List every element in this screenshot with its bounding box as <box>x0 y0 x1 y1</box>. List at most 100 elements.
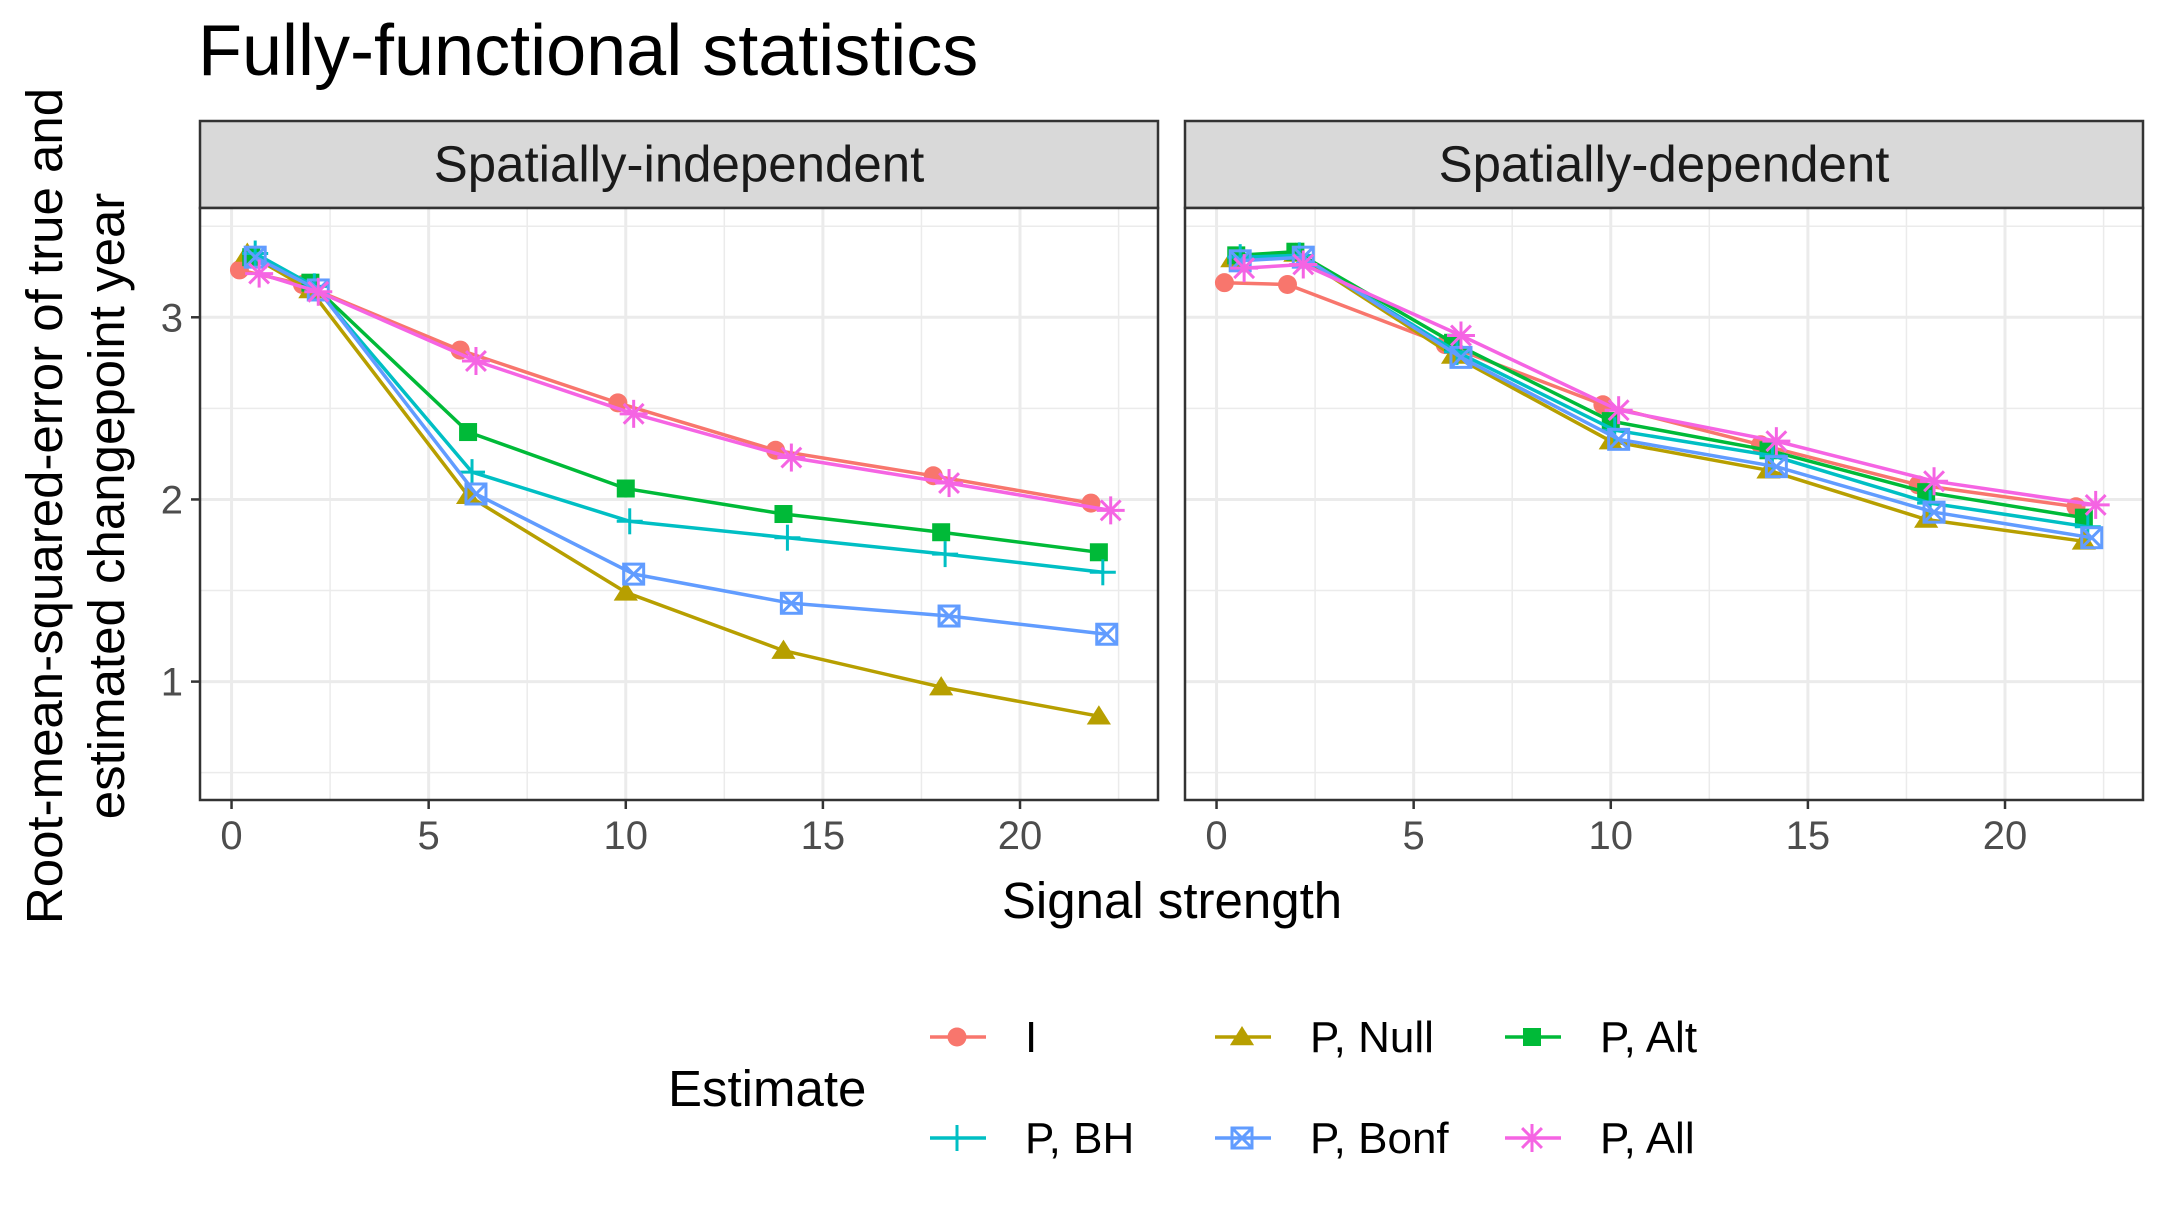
legend-item-p-null: P, Null <box>1215 1013 1434 1062</box>
legend-item-i-marker <box>947 1027 967 1047</box>
panel-spatially-dependent-series-p-all-point-6 <box>2081 490 2110 519</box>
panel-spatially-dependent-series-p-bonf-point-4-diag-b <box>1765 455 1788 478</box>
legend-item-p-all-marker-spoke-3 <box>1521 1127 1543 1149</box>
panel-spatially-independent-series-p-null-point-5 <box>929 676 954 696</box>
panel-spatially-independent-series-p-bonf-point-0-diag-b <box>244 246 267 269</box>
panel-spatially-dependent-series-p-bonf-point-3 <box>1607 427 1631 451</box>
x-axis-label: Signal strength <box>1002 872 1342 929</box>
panel-spatially-dependent-series-p-all-point-3-spoke-3 <box>1607 399 1630 422</box>
panel-spatially-dependent-series-p-null-point-3 <box>1598 430 1623 450</box>
panel-spatially-dependent-series-p-bonf-point-4 <box>1764 455 1788 479</box>
y-axis-label-line-1: Root-mean-squared-error of true and <box>16 88 73 924</box>
panel-spatially-independent-series-p-all-point-3-spoke-3 <box>622 402 645 425</box>
panel-spatially-independent-series-p-bh-point-2 <box>459 459 486 486</box>
panel-spatially-independent-series-p-all-point-0 <box>245 259 274 288</box>
panel-spatially-independent-series-p-bonf-point-5 <box>937 604 961 628</box>
panel-spatially-independent-x-tick-label-15: 15 <box>801 814 846 858</box>
panel-spatially-dependent-series-p-all-point-0-spoke-3 <box>1233 257 1256 280</box>
legend-item-p-all-label: P, All <box>1600 1114 1695 1163</box>
panel-spatially-dependent-x-tick-label-0: 0 <box>1205 814 1227 858</box>
legend-item-p-all-marker <box>1518 1124 1546 1152</box>
panel-spatially-independent-series-p-null-point-2 <box>455 484 481 505</box>
panel-spatially-independent-series-p-alt-point-3 <box>616 479 635 498</box>
panel-spatially-independent-series-p-all-point-1-spoke-3 <box>307 280 330 303</box>
panel-spatially-dependent-series-p-null-point-4 <box>1756 459 1781 479</box>
panel-spatially-independent-series-p-all <box>245 259 1125 525</box>
panel-spatially-dependent-series-p-bonf-point-2-diag-b <box>1449 346 1473 369</box>
panel-spatially-dependent-series-p-all-point-5-spoke-3 <box>1923 470 1946 493</box>
panel-spatially-dependent-series-i-point-0 <box>1214 273 1234 293</box>
legend: Estimate I P, Null P, Alt P, BH P, Bonf P, Al… <box>668 1013 1697 1163</box>
panel-spatially-independent-background <box>200 208 1158 800</box>
panel-spatially-independent-series-p-bonf-point-3 <box>622 562 646 586</box>
panel-spatially-dependent-series-p-bonf-point-6-diag-b <box>2080 526 2103 549</box>
panel-spatially-dependent-series-p-bonf-point-5 <box>1922 500 1946 524</box>
panel-spatially-independent-series-p-all-point-3 <box>619 399 648 428</box>
panel-spatially-independent-series-p-all-point-2 <box>461 347 490 376</box>
panel-spatially-independent-series-p-bh-point-5 <box>932 541 959 568</box>
panel-spatially-independent-series-p-alt-point-5 <box>932 523 951 542</box>
panel-spatially-independent-y-tick-label-1: 1 <box>161 661 183 705</box>
panel-spatially-dependent-series-p-all-point-0 <box>1230 254 1259 283</box>
panel-spatially-dependent-series-p-all-point-4 <box>1762 427 1791 456</box>
chart-title: Fully-functional statistics <box>198 11 978 91</box>
panel-spatially-independent-series-p-all-point-4-spoke-3 <box>780 446 803 469</box>
panel-spatially-independent-series-p-bonf-point-2-box <box>464 482 488 506</box>
panel-spatially-independent: Spatially-independent 0 5 10 15 20 1 2 3 <box>161 119 1160 858</box>
panel-spatially-independent-series-p-bonf-point-2 <box>464 482 488 506</box>
panel-spatially-independent-series-p-null-point-4 <box>771 639 796 659</box>
panel-spatially-dependent-series-p-all-point-1-spoke-3 <box>1292 253 1315 276</box>
panel-spatially-dependent-strip <box>1183 119 2145 210</box>
legend-item-p-null-label: P, Null <box>1310 1013 1434 1062</box>
panel-spatially-dependent-x-tick-label-20: 20 <box>1983 814 2028 858</box>
legend-item-i: I <box>930 1013 1037 1062</box>
panel-spatially-dependent-series-i-point-1 <box>1278 275 1298 295</box>
panel-spatially-dependent-strip-title: Spatially-dependent <box>1439 136 1890 193</box>
panel-spatially-dependent-series-p-bonf-point-5-diag-b <box>1922 501 1946 524</box>
panel-spatially-independent-series-p-alt-point-2 <box>459 423 478 442</box>
panel-spatially-independent-series-p-bonf-point-0-box <box>243 245 267 269</box>
panel-spatially-independent-series-p-alt-point-6 <box>1089 543 1108 562</box>
panel-spatially-independent-series-p-bonf-point-6-diag-b <box>1095 623 1118 646</box>
panel-spatially-independent-x-tick-label-20: 20 <box>998 814 1043 858</box>
panel-spatially-dependent-border <box>1183 206 2145 802</box>
panel-spatially-independent-x-tick-label-5: 5 <box>418 814 440 858</box>
panel-spatially-independent-x-tick-label-10: 10 <box>604 814 649 858</box>
panel-spatially-dependent-series-p-bonf-point-6-box <box>2080 526 2104 550</box>
panel-spatially-dependent-series-p-bonf-point-3-box <box>1607 427 1631 451</box>
panel-spatially-dependent-series-p-bonf-point-3-diag-b <box>1607 428 1630 451</box>
legend-item-p-bh-label: P, BH <box>1025 1114 1134 1163</box>
panel-spatially-independent-series-p-bonf-point-3-box <box>622 562 646 586</box>
panel-spatially-independent-series-p-bonf-point-4-diag-b <box>780 592 803 615</box>
panel-spatially-independent-series-p-bh-point-3 <box>616 508 643 535</box>
panel-spatially-independent-strip-title: Spatially-independent <box>434 136 925 193</box>
legend-item-p-alt: P, Alt <box>1505 1013 1697 1062</box>
panel-spatially-dependent-series-p-all-point-6-spoke-3 <box>2084 493 2107 516</box>
panel-spatially-dependent-series-p-bonf-point-6 <box>2080 526 2104 550</box>
legend-item-p-null-marker <box>1229 1026 1255 1046</box>
legend-item-p-bonf-marker <box>1230 1126 1254 1150</box>
panel-spatially-independent-series-p-all-point-5-spoke-3 <box>938 472 961 495</box>
panel-spatially-independent-series-p-bonf-point-3-diag-b <box>622 563 645 586</box>
panel-spatially-dependent-series-p-all-point-3 <box>1604 396 1633 425</box>
panel-spatially-independent-series-p-null-point-3 <box>613 581 638 601</box>
panel-spatially-independent-series-p-bonf-point-2-diag-b <box>464 482 488 506</box>
panel-spatially-dependent-series-p-null-point-6 <box>2071 530 2096 550</box>
panel-spatially-independent-series-p-all-point-2-spoke-3 <box>465 350 487 372</box>
legend-item-p-bonf-marker-diag-b <box>1230 1126 1254 1150</box>
legend-item-p-all: P, All <box>1505 1114 1695 1163</box>
panel-spatially-dependent-series-p-all-point-1 <box>1289 250 1318 279</box>
legend-title: Estimate <box>668 1060 866 1117</box>
panel-spatially-independent-border <box>198 206 1160 802</box>
legend-item-p-bonf-label: P, Bonf <box>1310 1114 1449 1163</box>
panel-spatially-dependent-series-p-all-point-2-spoke-3 <box>1450 324 1472 347</box>
panel-spatially-independent-series-p-bh-point-4 <box>774 524 801 551</box>
y-axis-label-line-2: estimated changepoint year <box>78 193 135 820</box>
panel-spatially-dependent-series-p-bonf-point-5-box <box>1922 500 1946 524</box>
panel-spatially-independent-series-p-null-point-6 <box>1086 705 1111 725</box>
panel-spatially-independent-series-p-all-point-0-spoke-3 <box>248 262 271 285</box>
panel-spatially-independent-series-p-all-point-4 <box>777 443 806 472</box>
panel-spatially-dependent: Spatially-dependent 0 5 10 15 20 <box>1183 119 2145 858</box>
